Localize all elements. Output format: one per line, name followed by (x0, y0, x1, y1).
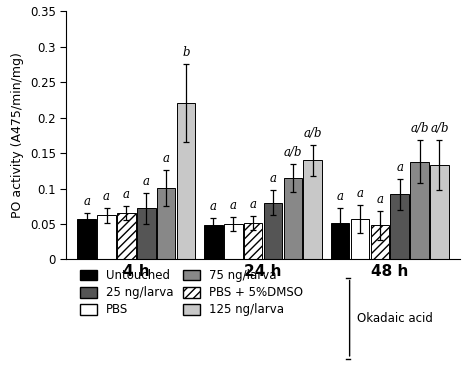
Text: a/b: a/b (303, 127, 322, 139)
Text: a: a (103, 190, 110, 203)
Text: a/b: a/b (410, 122, 429, 135)
Text: a: a (270, 172, 276, 185)
Bar (117, 213, 136, 259)
Y-axis label: PO activity (A475/min/mg): PO activity (A475/min/mg) (11, 52, 24, 218)
Bar (137, 209, 155, 259)
Text: a: a (143, 175, 150, 188)
Text: b: b (182, 46, 190, 59)
Text: a/b: a/b (430, 122, 449, 135)
Legend: Untouched, 25 ng/larva, PBS, 75 ng/larva, PBS + 5%DMSO, 125 ng/larva: Untouched, 25 ng/larva, PBS, 75 ng/larva… (80, 269, 303, 316)
Text: a: a (396, 161, 403, 174)
Text: a: a (123, 188, 130, 201)
Text: Okadaic acid: Okadaic acid (357, 312, 433, 325)
Text: a: a (83, 196, 90, 209)
Bar (430, 165, 449, 259)
Text: a: a (376, 193, 383, 206)
Bar (224, 224, 243, 259)
Bar (391, 194, 409, 259)
Bar (264, 203, 282, 259)
Text: a/b: a/b (283, 146, 302, 159)
Bar (157, 188, 175, 259)
Bar (410, 161, 429, 259)
Bar (351, 219, 369, 259)
Bar (97, 216, 116, 259)
Text: a: a (210, 200, 217, 213)
Bar (283, 178, 302, 259)
Bar (303, 160, 322, 259)
Text: a: a (163, 152, 170, 165)
Bar (371, 226, 389, 259)
Bar (204, 226, 223, 259)
Bar (331, 223, 349, 259)
Text: a: a (356, 187, 364, 200)
Bar (244, 223, 263, 259)
Bar (77, 219, 96, 259)
Text: a: a (337, 190, 344, 203)
Text: a: a (250, 198, 256, 211)
Bar (177, 104, 195, 259)
Text: a: a (230, 199, 237, 212)
